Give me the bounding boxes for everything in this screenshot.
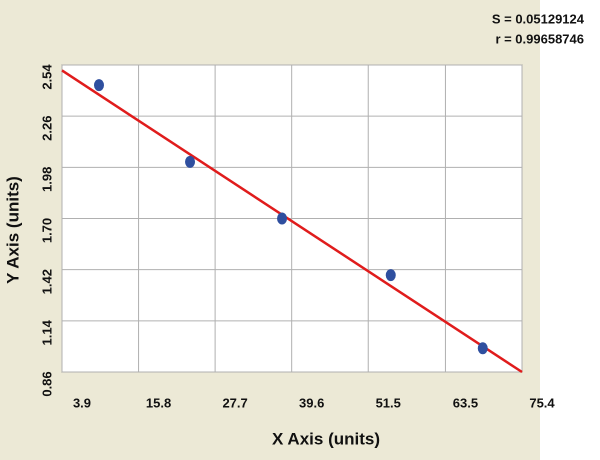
annotation: S = 0.05129124 xyxy=(492,11,585,26)
x-tick-label: 27.7 xyxy=(222,395,247,410)
data-point xyxy=(185,155,196,168)
y-tick-label: 1.98 xyxy=(39,167,54,192)
y-tick-label: 2.26 xyxy=(39,116,54,141)
data-point xyxy=(93,79,104,92)
data-point xyxy=(477,342,488,355)
y-tick-label: 2.54 xyxy=(39,64,54,90)
y-tick-label: 1.42 xyxy=(39,269,54,294)
x-tick-label: 15.8 xyxy=(146,395,171,410)
data-point xyxy=(385,269,396,282)
x-tick-label: 39.6 xyxy=(299,395,324,410)
x-tick-label: 51.5 xyxy=(376,395,401,410)
fit-line xyxy=(61,69,523,374)
y-tick-label: 0.86 xyxy=(39,371,54,396)
y-tick-label: 1.70 xyxy=(39,218,54,243)
x-tick-label: 75.4 xyxy=(529,395,555,410)
data-point xyxy=(277,212,288,225)
x-axis-label: X Axis (units) xyxy=(272,429,380,448)
annotation: r = 0.99658746 xyxy=(495,31,584,46)
x-tick-label: 3.9 xyxy=(73,395,91,410)
x-tick-label: 63.5 xyxy=(453,395,478,410)
y-tick-label: 1.14 xyxy=(39,319,54,345)
y-axis-label: Y Axis (units) xyxy=(3,176,22,284)
